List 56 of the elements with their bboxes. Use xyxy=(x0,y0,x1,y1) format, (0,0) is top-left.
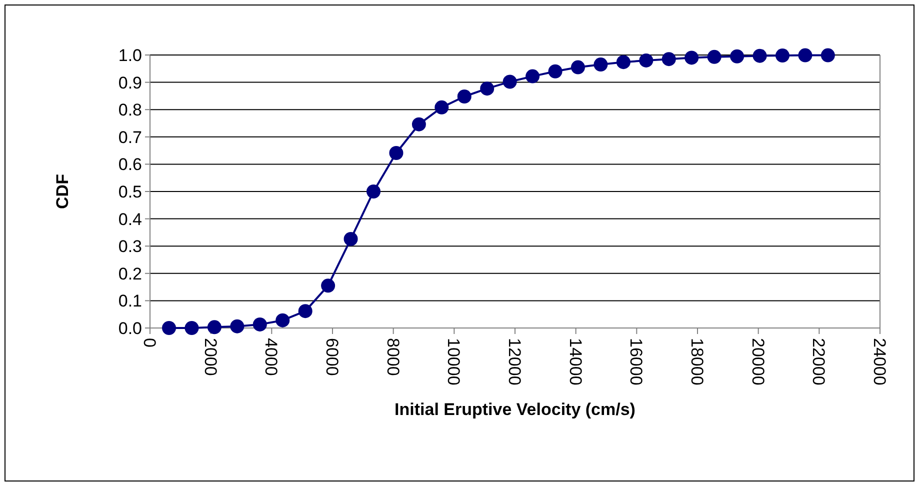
x-tick-label: 6000 xyxy=(322,338,342,376)
point xyxy=(616,55,630,70)
y-tick-label: 1.0 xyxy=(118,46,142,65)
point xyxy=(276,313,290,328)
x-tick-label: 14000 xyxy=(566,338,585,386)
point xyxy=(207,320,222,334)
y-tick-label: 0.7 xyxy=(118,128,142,147)
x-axis-title: Initial Eruptive Velocity (cm/s) xyxy=(394,400,636,419)
point xyxy=(684,50,699,65)
y-axis-title: CDF xyxy=(53,174,72,209)
x-tick-label: 10000 xyxy=(444,338,464,386)
y-tick-label: 0.9 xyxy=(118,73,142,92)
point xyxy=(707,50,722,64)
point xyxy=(389,146,404,160)
point xyxy=(412,117,426,132)
y-tick-label: 0.6 xyxy=(118,155,142,174)
x-tick-label: 2000 xyxy=(200,338,220,376)
y-tick-label: 0.2 xyxy=(118,264,142,284)
point xyxy=(594,58,608,72)
point xyxy=(184,321,199,335)
x-tick-label: 0 xyxy=(140,338,160,348)
point xyxy=(434,100,449,114)
y-tick-label: 0.3 xyxy=(118,237,142,256)
point xyxy=(321,278,336,293)
point xyxy=(820,48,835,62)
point xyxy=(230,319,244,334)
x-tick-label: 8000 xyxy=(383,338,402,376)
x-tick-label: 16000 xyxy=(626,338,646,386)
x-tick-label: 12000 xyxy=(505,338,524,386)
point xyxy=(752,48,767,63)
point xyxy=(662,52,676,66)
x-tick-label: 18000 xyxy=(688,338,707,386)
y-tick-label: 0.8 xyxy=(118,100,142,120)
point xyxy=(730,49,744,64)
y-tick-label: 0.0 xyxy=(118,318,142,338)
x-tick-label: 20000 xyxy=(748,338,768,386)
point xyxy=(775,48,790,63)
point xyxy=(502,74,517,89)
y-tick-label: 0.1 xyxy=(118,292,142,311)
point xyxy=(252,317,267,332)
point xyxy=(570,60,585,74)
point xyxy=(798,48,812,62)
x-tick-label: 24000 xyxy=(870,338,890,386)
x-tick-label: 4000 xyxy=(262,338,281,376)
point xyxy=(457,89,472,104)
point xyxy=(639,53,654,68)
y-tick-label: 0.4 xyxy=(118,210,142,229)
point xyxy=(548,64,562,78)
point xyxy=(480,82,494,96)
y-tick-label: 0.5 xyxy=(118,182,142,202)
point xyxy=(162,321,176,335)
x-tick-label: 22000 xyxy=(809,338,828,386)
point xyxy=(298,304,312,318)
point xyxy=(366,184,380,198)
point xyxy=(344,232,358,246)
point xyxy=(526,69,540,84)
